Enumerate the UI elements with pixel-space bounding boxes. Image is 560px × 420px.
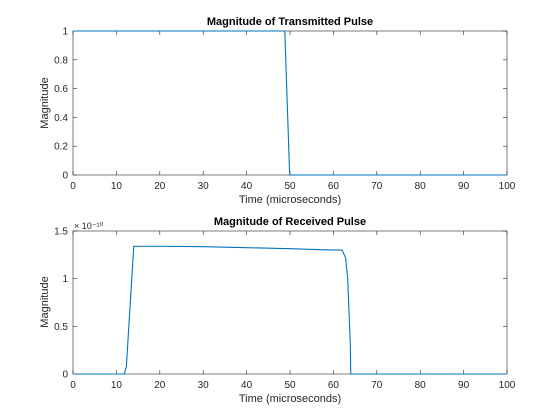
y-tick-label: 0.8 (54, 55, 68, 66)
x-tick-label: 60 (328, 380, 340, 391)
y-axis-exponent: × 10⁻¹⁰ (74, 221, 104, 231)
axes-area: 0 10 20 30 40 50 60 70 80 90 100 0 0.2 0.4 0.6 0.8 1 (54, 27, 516, 193)
x-tick-label: 50 (284, 181, 296, 192)
y-tick-label: 1 (62, 274, 68, 285)
x-tick-label: 10 (111, 380, 123, 391)
x-tick-label: 20 (154, 181, 166, 192)
x-tick-label: 100 (499, 181, 516, 192)
axes-frame (72, 230, 508, 375)
x-tick-label: 20 (154, 380, 166, 391)
x-tick-label: 70 (371, 181, 383, 192)
x-tick-label: 100 (499, 380, 516, 391)
y-axis-label: Magnitude (39, 77, 51, 128)
series-line (73, 30, 507, 176)
y-tick-label: 0.6 (54, 84, 68, 95)
x-axis-label: Time (microseconds) (239, 393, 341, 405)
x-tick-label: 60 (328, 181, 340, 192)
plot-transmitted-pulse: Magnitude of Transmitted Pulse 0 10 20 30 40… (39, 16, 516, 206)
y-tick-label: 0.5 (54, 322, 68, 333)
x-tick-label: 40 (241, 380, 253, 391)
y-tick-label: 0.4 (54, 113, 68, 124)
x-tick-label: 80 (415, 380, 427, 391)
y-tick-label: 0 (62, 370, 68, 381)
y-tick-label: 0.2 (54, 142, 68, 153)
plot-received-pulse: Magnitude of Received Pulse 0 10 20 30 40 50 6… (39, 216, 516, 405)
x-tick-label: 0 (70, 181, 76, 192)
y-tick-label: 1.5 (54, 227, 68, 238)
x-tick-label: 0 (70, 380, 76, 391)
plot-title: Magnitude of Transmitted Pulse (207, 16, 373, 28)
x-tick-label: 40 (241, 181, 253, 192)
x-tick-label: 80 (415, 181, 427, 192)
axes-frame (72, 30, 508, 176)
x-tick-label: 50 (284, 380, 296, 391)
plot-title: Magnitude of Received Pulse (214, 216, 366, 228)
x-axis-label: Time (microseconds) (239, 194, 341, 206)
x-tick-label: 90 (458, 181, 470, 192)
x-tick-label: 30 (198, 380, 210, 391)
series-line (73, 245, 507, 375)
x-tick-label: 10 (111, 181, 123, 192)
axes-area: 0 10 20 30 40 50 60 70 80 90 100 0 0.5 1 1.5 (54, 227, 516, 392)
x-tick-label: 70 (371, 380, 383, 391)
x-tick-label: 90 (458, 380, 470, 391)
y-tick-label: 1 (62, 27, 68, 38)
x-tick-label: 30 (198, 181, 210, 192)
y-tick-label: 0 (62, 171, 68, 182)
y-axis-label: Magnitude (39, 276, 51, 327)
